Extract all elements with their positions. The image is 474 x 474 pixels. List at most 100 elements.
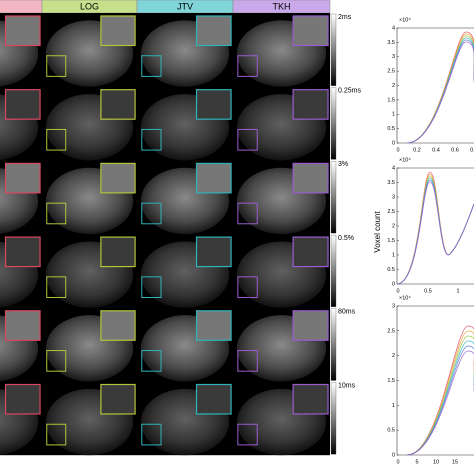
y-tick-label: 3.5 [387, 180, 395, 186]
column-label: TKH [273, 1, 291, 11]
y-tick-label: 1.5 [387, 378, 395, 384]
zoom-box [292, 162, 329, 194]
roi-box [141, 276, 162, 298]
roi-box [237, 423, 258, 446]
roi-box [141, 55, 162, 77]
y-tick-label: 1.5 [387, 238, 395, 244]
y-tick-label: 0 [392, 281, 395, 287]
y-tick-label: 4 [392, 25, 395, 31]
x-tick-label: 0.4 [432, 147, 440, 153]
colorbar [330, 87, 337, 160]
y-tick-label: 1 [392, 403, 395, 409]
histogram-curve [406, 350, 474, 456]
y-tick-label: 0.5 [387, 428, 395, 434]
multiplier: ×10⁴ [399, 156, 411, 163]
colorbar [330, 234, 337, 307]
zoom-box [292, 236, 329, 268]
x-tick-label: 10 [433, 459, 439, 465]
y-tick-label: 1.5 [387, 97, 395, 103]
axes-frame [396, 167, 474, 285]
column-label: LOG [80, 1, 99, 11]
x-tick-label: 1 [456, 288, 459, 294]
histogram-curve [406, 340, 474, 456]
colorbar-label: 2ms [338, 14, 352, 21]
x-tick-label: 15 [452, 459, 458, 465]
roi-box [237, 55, 258, 77]
histogram-curve [396, 181, 474, 285]
y-tick-label: 0 [392, 452, 395, 458]
multiplier: ×10⁴ [399, 294, 411, 301]
y-tick-label: 4 [392, 165, 395, 171]
zoom-box [292, 310, 329, 341]
zoom-box [4, 236, 41, 268]
roi-box [46, 276, 67, 298]
y-axis-label: Voxel count [373, 211, 382, 253]
zoom-box [4, 15, 41, 47]
zoom-box [292, 383, 329, 415]
y-tick-label: 3 [392, 54, 395, 60]
multiplier: ×10⁴ [399, 16, 411, 23]
zoom-box [195, 383, 232, 415]
roi-box [141, 350, 162, 372]
zoom-box [100, 310, 136, 341]
zoom-box [195, 162, 232, 194]
colorbar-label: 3% [338, 161, 348, 168]
roi-box [141, 423, 162, 446]
roi-box [46, 350, 67, 372]
zoom-box [195, 89, 232, 120]
image-grid [0, 13, 330, 456]
zoom-box [100, 162, 136, 194]
histogram-curve [406, 41, 474, 144]
histogram-curve [406, 335, 474, 456]
colorbar-label: 0.5% [338, 235, 354, 242]
colorbar [330, 161, 337, 234]
y-tick-label: 2.5 [387, 328, 395, 334]
zoom-box [4, 383, 41, 415]
y-tick-label: 0.5 [387, 267, 395, 273]
y-tick-label: 1 [392, 252, 395, 258]
x-tick-label: 0 [396, 459, 399, 465]
zoom-box [4, 162, 41, 194]
roi-box [46, 55, 67, 77]
column-label: JTV [177, 1, 193, 11]
roi-box [237, 128, 258, 151]
roi-box [46, 423, 67, 446]
x-tick-label: 0.5 [424, 288, 432, 294]
histogram-curve [406, 35, 474, 144]
colorbar-label: 0.25ms [338, 88, 361, 95]
colorbar-label: 10ms [338, 382, 356, 389]
histogram-curve [406, 345, 474, 456]
y-tick-label: 0 [392, 140, 395, 146]
zoom-box [195, 15, 232, 47]
y-tick-label: 2.5 [387, 209, 395, 215]
axes-frame [396, 305, 474, 456]
column-header [0, 0, 43, 14]
zoom-box [195, 236, 232, 268]
zoom-box [100, 383, 136, 415]
roi-box [237, 202, 258, 225]
roi-box [237, 350, 258, 372]
histogram-curve [406, 39, 474, 144]
histogram-curve [406, 325, 474, 456]
zoom-box [100, 15, 136, 47]
zoom-box [4, 310, 41, 341]
y-tick-label: 1 [392, 112, 395, 118]
x-tick-label: 0 [396, 147, 399, 153]
roi-box [237, 276, 258, 298]
y-tick-label: 3.5 [387, 40, 395, 46]
x-tick-label: 0.2 [413, 147, 421, 153]
y-tick-label: 3 [392, 194, 395, 200]
x-tick-label: 0 [396, 288, 399, 294]
x-tick-label: 5 [415, 459, 418, 465]
y-tick-label: 2 [392, 83, 395, 89]
zoom-box [195, 310, 232, 341]
zoom-box [100, 89, 136, 120]
zoom-box [292, 15, 329, 47]
zoom-box [4, 89, 41, 120]
roi-box [141, 128, 162, 151]
colorbar-label: 80ms [338, 309, 356, 316]
colorbar [330, 308, 337, 381]
zoom-box [100, 236, 136, 268]
x-tick-label: 0.6 [451, 147, 459, 153]
